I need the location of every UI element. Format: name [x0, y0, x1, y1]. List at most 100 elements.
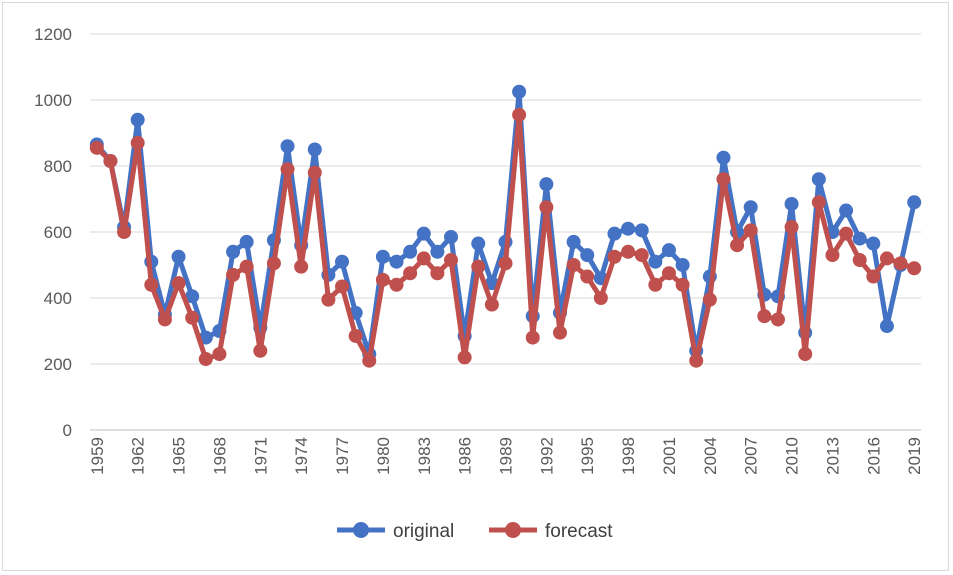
- point-forecast-1995: [580, 269, 595, 284]
- x-tick-label-1989: 1989: [497, 437, 516, 475]
- point-original-2007: [743, 200, 758, 215]
- point-forecast-1985: [444, 253, 459, 268]
- x-tick-label-1974: 1974: [292, 437, 311, 475]
- x-tick-label-2004: 2004: [701, 437, 720, 475]
- point-original-2014: [839, 203, 854, 218]
- point-original-1997: [607, 226, 622, 241]
- point-forecast-1986: [457, 350, 472, 365]
- series-layer: [89, 84, 922, 368]
- x-tick-label-1962: 1962: [129, 437, 148, 475]
- point-forecast-1968: [212, 347, 227, 362]
- point-forecast-2000: [648, 277, 663, 292]
- x-tick-label-1986: 1986: [456, 437, 475, 475]
- point-forecast-1972: [266, 256, 281, 271]
- point-original-1975: [307, 142, 322, 157]
- point-original-1999: [634, 223, 649, 238]
- point-forecast-1964: [157, 312, 172, 327]
- point-original-1995: [580, 248, 595, 263]
- point-original-1965: [171, 249, 186, 264]
- point-original-2002: [675, 258, 690, 272]
- y-tick-label-200: 200: [44, 355, 72, 374]
- legend: original forecast: [337, 521, 613, 542]
- point-original-1994: [566, 234, 581, 249]
- point-forecast-2005: [716, 172, 731, 187]
- point-forecast-2011: [798, 347, 813, 362]
- point-forecast-1979: [362, 353, 377, 368]
- point-forecast-1999: [634, 248, 649, 263]
- x-tick-label-2001: 2001: [660, 437, 679, 475]
- point-forecast-1996: [593, 291, 608, 305]
- point-forecast-2010: [784, 220, 799, 235]
- series-forecast: [89, 107, 922, 368]
- point-original-1982: [403, 244, 418, 259]
- point-original-1980: [375, 249, 390, 264]
- y-tick-label-600: 600: [44, 223, 72, 242]
- point-forecast-2008: [757, 309, 772, 324]
- x-tick-label-1983: 1983: [415, 437, 434, 475]
- point-original-2001: [661, 243, 676, 258]
- point-forecast-1970: [239, 259, 254, 274]
- point-original-1990: [512, 84, 527, 99]
- point-forecast-1969: [226, 267, 241, 282]
- point-original-1987: [471, 236, 486, 251]
- point-original-1973: [280, 139, 295, 154]
- y-tick-label-800: 800: [44, 157, 72, 176]
- point-original-2015: [852, 231, 867, 246]
- point-original-2016: [866, 236, 881, 251]
- point-forecast-1980: [375, 272, 390, 287]
- y-axis: 0 200 400 600 800 1000 1200: [34, 25, 72, 440]
- point-forecast-1977: [335, 279, 350, 294]
- point-original-1983: [416, 226, 431, 241]
- point-original-2005: [716, 150, 731, 165]
- point-original-1969: [226, 244, 241, 259]
- x-tick-label-1992: 1992: [537, 437, 556, 475]
- point-forecast-1981: [389, 277, 404, 292]
- gridlines: [90, 33, 921, 431]
- point-forecast-1974: [294, 259, 309, 274]
- point-forecast-1991: [525, 330, 540, 345]
- point-original-1998: [621, 221, 636, 236]
- x-tick-label-2010: 2010: [783, 437, 802, 475]
- legend-swatch-original-marker: [353, 522, 369, 538]
- point-forecast-2012: [811, 195, 826, 210]
- x-tick-label-2013: 2013: [823, 437, 842, 475]
- x-tick-label-1959: 1959: [88, 437, 107, 475]
- point-forecast-1997: [607, 249, 622, 264]
- point-forecast-2019: [907, 261, 922, 276]
- x-tick-label-2007: 2007: [742, 437, 761, 475]
- point-forecast-2015: [852, 253, 867, 268]
- legend-swatch-forecast-marker: [505, 522, 521, 538]
- point-forecast-2002: [675, 277, 690, 292]
- legend-label-forecast: forecast: [545, 521, 613, 542]
- point-original-1977: [335, 254, 350, 269]
- point-forecast-1998: [621, 244, 636, 259]
- point-forecast-2014: [839, 226, 854, 241]
- point-forecast-1971: [253, 343, 268, 358]
- x-tick-label-1971: 1971: [251, 437, 270, 475]
- point-forecast-1989: [498, 256, 513, 271]
- point-original-2019: [907, 195, 922, 210]
- x-tick-label-1980: 1980: [374, 437, 393, 475]
- point-original-1962: [130, 112, 145, 127]
- point-original-1984: [430, 244, 445, 259]
- point-forecast-1973: [280, 162, 295, 177]
- point-original-2000: [648, 254, 663, 269]
- point-forecast-2006: [730, 238, 745, 253]
- y-tick-label-1200: 1200: [34, 25, 72, 44]
- point-forecast-1962: [130, 135, 145, 150]
- point-forecast-1966: [185, 310, 200, 325]
- point-forecast-2018: [893, 256, 908, 271]
- y-tick-label-1000: 1000: [34, 91, 72, 110]
- point-forecast-1990: [512, 107, 527, 122]
- point-forecast-1982: [403, 266, 418, 281]
- point-forecast-1975: [307, 165, 322, 180]
- y-tick-label-0: 0: [63, 421, 72, 440]
- point-forecast-2001: [661, 266, 676, 281]
- point-forecast-1967: [198, 352, 213, 367]
- point-forecast-1987: [471, 259, 486, 274]
- point-forecast-1983: [416, 251, 431, 266]
- point-forecast-2013: [825, 248, 840, 263]
- x-tick-label-2019: 2019: [905, 437, 924, 475]
- point-original-2010: [784, 196, 799, 211]
